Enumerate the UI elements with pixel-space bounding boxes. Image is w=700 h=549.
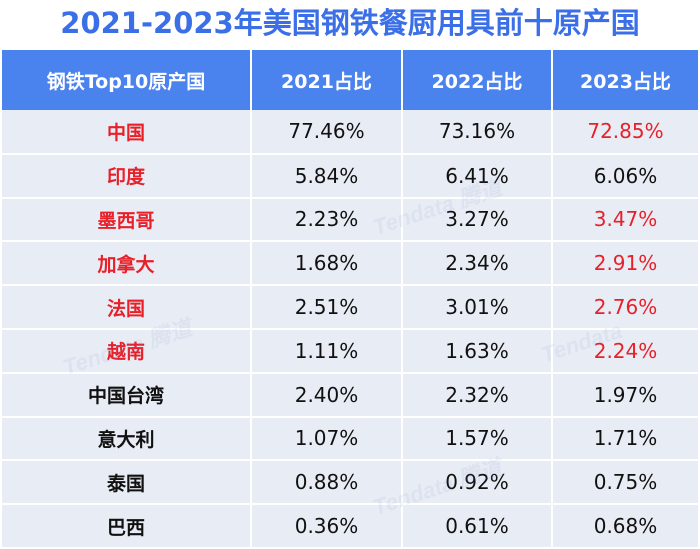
header-2023: 2023占比 bbox=[580, 70, 671, 93]
origin-cell: 法国 bbox=[2, 285, 252, 330]
table-row: 中国台湾 2.40% 2.32% 1.97% bbox=[2, 372, 698, 418]
origin-cell: 加拿大 bbox=[2, 241, 252, 287]
header-2022: 2022占比 bbox=[402, 50, 553, 110]
table-row: 意大利 1.07% 1.57% 1.71% bbox=[2, 416, 698, 462]
share-2022-cell: 6.41% bbox=[402, 153, 553, 199]
table-row: 巴西 0.36% 0.61% 0.68% bbox=[2, 504, 698, 549]
share-2022-cell: 3.27% bbox=[402, 197, 553, 243]
share-2021-cell: 2.40% bbox=[251, 372, 403, 418]
share-2021-cell: 1.11% bbox=[251, 328, 403, 374]
share-2023-cell: 6.06% bbox=[552, 153, 698, 199]
page-title: 2021-2023年美国钢铁餐厨用具前十原产国 bbox=[60, 6, 640, 40]
share-2021-cell: 0.36% bbox=[251, 504, 403, 549]
share-2023-cell: 0.68% bbox=[552, 504, 698, 549]
table-row: 墨西哥 2.23% 3.27% 3.47% bbox=[2, 197, 698, 243]
share-2023-cell: 2.76% bbox=[552, 285, 698, 330]
share-2023-cell: 1.71% bbox=[552, 416, 698, 462]
table-row: 泰国 0.88% 0.92% 0.75% bbox=[2, 460, 698, 506]
origin-share-table: 钢铁Top10原产国 2021占比 2022占比 2023占比 中国 77.46… bbox=[2, 50, 698, 549]
share-2021-cell: 0.88% bbox=[251, 460, 403, 506]
table-row: 法国 2.51% 3.01% 2.76% bbox=[2, 285, 698, 330]
table-row: 印度 5.84% 6.41% 6.06% bbox=[2, 153, 698, 199]
share-2023-cell: 1.97% bbox=[552, 372, 698, 418]
share-2021-cell: 2.51% bbox=[251, 285, 403, 330]
share-2022-cell: 1.63% bbox=[402, 328, 553, 374]
share-2022-cell: 0.61% bbox=[402, 504, 553, 549]
share-2021-cell: 1.68% bbox=[251, 241, 403, 287]
share-2022-cell: 1.57% bbox=[402, 416, 553, 462]
table-row: 中国 77.46% 73.16% 72.85% bbox=[2, 110, 698, 155]
origin-cell: 意大利 bbox=[2, 416, 252, 462]
share-2021-cell: 77.46% bbox=[251, 110, 403, 155]
share-2023-cell: 72.85% bbox=[552, 110, 698, 155]
origin-cell: 巴西 bbox=[2, 504, 252, 549]
share-2021-cell: 1.07% bbox=[251, 416, 403, 462]
share-2023-cell: 0.75% bbox=[552, 460, 698, 506]
share-2022-cell: 0.92% bbox=[402, 460, 553, 506]
origin-cell: 中国 bbox=[2, 110, 252, 155]
share-2021-cell: 5.84% bbox=[251, 153, 403, 199]
origin-cell: 中国台湾 bbox=[2, 372, 252, 418]
share-2021-cell: 2.23% bbox=[251, 197, 403, 243]
share-2023-cell: 3.47% bbox=[552, 197, 698, 243]
share-2022-cell: 73.16% bbox=[402, 110, 553, 155]
share-2022-cell: 2.34% bbox=[402, 241, 553, 287]
origin-cell: 越南 bbox=[2, 328, 252, 374]
table-row: 越南 1.11% 1.63% 2.24% bbox=[2, 328, 698, 374]
header-origin: 钢铁Top10原产国 bbox=[2, 50, 252, 110]
table-row: 加拿大 1.68% 2.34% 2.91% bbox=[2, 241, 698, 287]
table-header-row: 钢铁Top10原产国 2021占比 2022占比 2023占比 bbox=[2, 50, 698, 110]
share-2023-cell: 2.24% bbox=[552, 328, 698, 374]
origin-cell: 泰国 bbox=[2, 460, 252, 506]
origin-cell: 印度 bbox=[2, 153, 252, 199]
share-2022-cell: 2.32% bbox=[402, 372, 553, 418]
share-2023-cell: 2.91% bbox=[552, 241, 698, 287]
origin-cell: 墨西哥 bbox=[2, 197, 252, 243]
share-2022-cell: 3.01% bbox=[402, 285, 553, 330]
header-2021: 2021占比 bbox=[251, 50, 403, 110]
